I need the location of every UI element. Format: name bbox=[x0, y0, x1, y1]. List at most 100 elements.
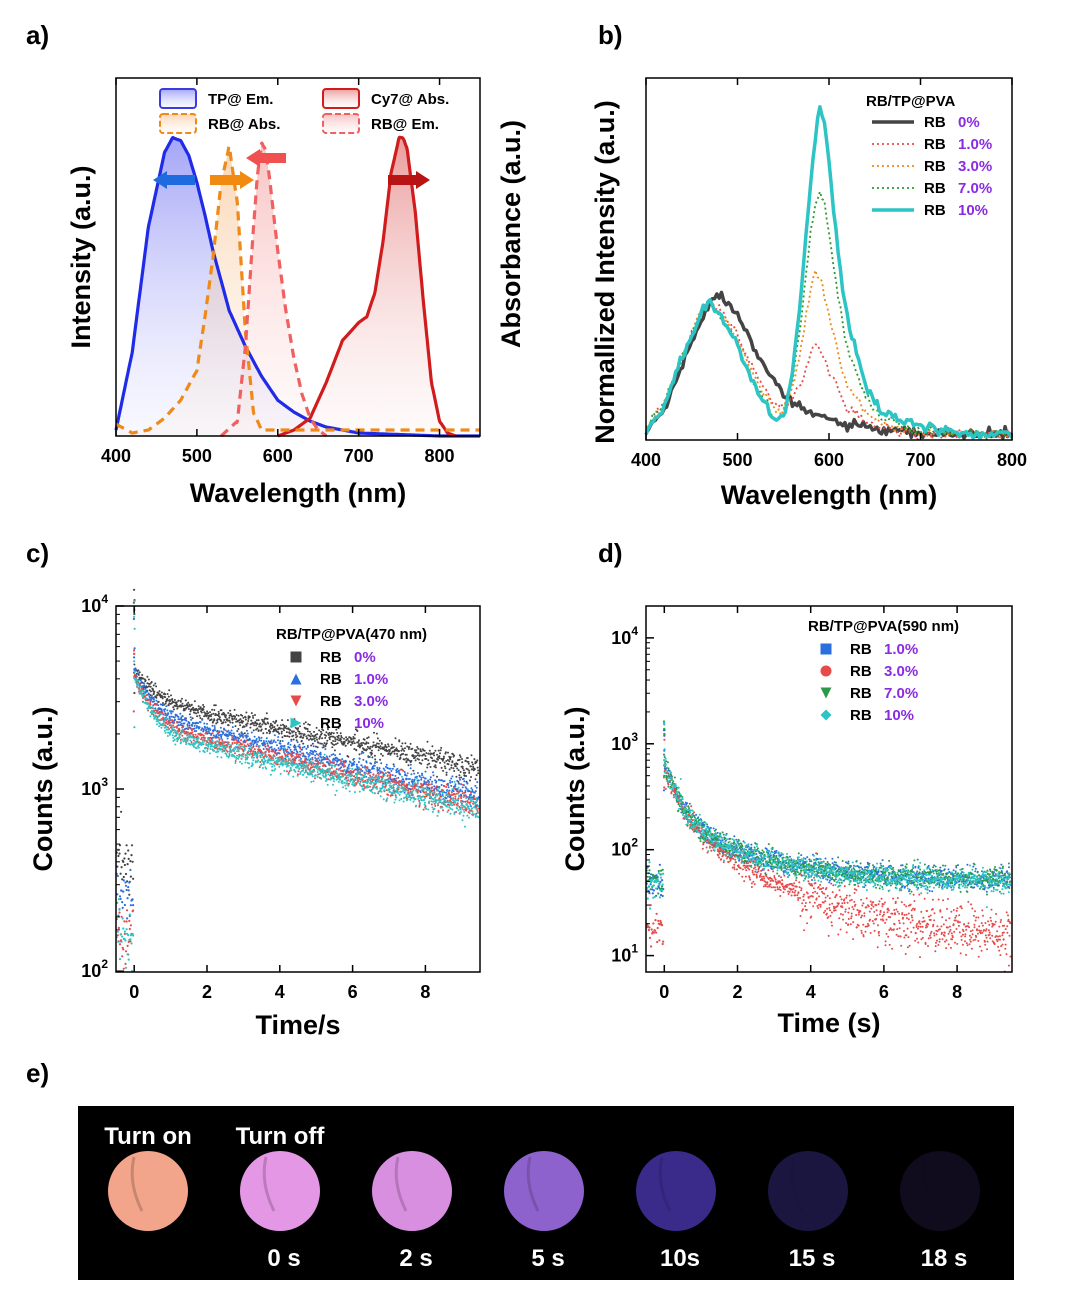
decay-point bbox=[319, 751, 322, 754]
decay-point bbox=[224, 741, 226, 744]
series-line-3 bbox=[277, 135, 457, 438]
legend-swatch-rb-em bbox=[322, 113, 360, 134]
decay-point bbox=[434, 749, 437, 752]
decay-point bbox=[477, 816, 480, 819]
decay-point bbox=[416, 746, 419, 748]
decay-point bbox=[322, 771, 324, 774]
decay-point bbox=[425, 791, 428, 793]
decay-point bbox=[377, 742, 380, 745]
decay-point bbox=[974, 867, 977, 870]
decay-point bbox=[381, 754, 384, 757]
decay-point bbox=[468, 808, 471, 810]
decay-point bbox=[229, 709, 232, 712]
decay-point bbox=[123, 930, 126, 933]
decay-point bbox=[415, 775, 418, 778]
decay-point bbox=[433, 751, 436, 754]
decay-point bbox=[462, 783, 464, 786]
decay-point bbox=[173, 726, 176, 729]
decay-point bbox=[234, 747, 237, 750]
decay-point bbox=[155, 723, 158, 726]
decay-point bbox=[445, 771, 448, 774]
decay-point bbox=[150, 709, 153, 712]
decay-point bbox=[415, 755, 417, 758]
decay-point bbox=[153, 690, 156, 693]
decay-point bbox=[928, 890, 931, 892]
decay-point bbox=[322, 729, 325, 732]
decay-point bbox=[404, 789, 407, 792]
decay-point bbox=[118, 958, 122, 961]
decay-point bbox=[267, 745, 270, 748]
decay-point bbox=[195, 726, 198, 729]
decay-point bbox=[415, 777, 418, 780]
decay-point bbox=[206, 714, 208, 717]
decay-point bbox=[172, 737, 175, 739]
decay-point bbox=[314, 774, 317, 777]
legend-label-b: RB bbox=[924, 114, 946, 131]
decay-point bbox=[306, 746, 309, 749]
decay-point bbox=[207, 738, 210, 741]
decay-point bbox=[381, 780, 384, 783]
decay-point bbox=[252, 729, 255, 732]
decay-point bbox=[242, 720, 245, 723]
decay-point bbox=[207, 712, 210, 715]
decay-point bbox=[318, 765, 321, 768]
decay-point bbox=[165, 705, 168, 708]
decay-point bbox=[219, 745, 222, 748]
decay-point bbox=[313, 740, 316, 742]
decay-point bbox=[313, 765, 316, 768]
decay-point bbox=[303, 771, 306, 774]
decay-point bbox=[342, 763, 345, 766]
decay-point bbox=[149, 685, 152, 688]
decay-point bbox=[471, 768, 474, 771]
decay-point bbox=[398, 786, 400, 789]
decay-point bbox=[299, 732, 302, 735]
decay-point bbox=[173, 738, 176, 741]
decay-point bbox=[336, 731, 339, 734]
decay-point bbox=[231, 736, 234, 739]
decay-point bbox=[157, 704, 160, 707]
decay-point bbox=[688, 802, 691, 805]
decay-point bbox=[477, 805, 480, 808]
decay-point bbox=[321, 769, 324, 772]
decay-point bbox=[424, 777, 427, 780]
decay-point bbox=[418, 805, 421, 808]
decay-point bbox=[172, 706, 175, 709]
decay-point bbox=[127, 849, 130, 852]
decay-point bbox=[438, 793, 440, 796]
decay-point bbox=[235, 757, 238, 760]
decay-point bbox=[195, 747, 198, 750]
decay-point bbox=[344, 765, 347, 768]
decay-point bbox=[733, 835, 736, 838]
decay-point bbox=[264, 727, 267, 730]
decay-point bbox=[294, 746, 297, 748]
decay-point bbox=[466, 768, 469, 771]
decay-point bbox=[474, 803, 477, 806]
decay-point bbox=[396, 784, 399, 787]
decay-point bbox=[301, 752, 303, 755]
decay-point bbox=[356, 730, 359, 732]
decay-point bbox=[375, 732, 378, 735]
decay-point bbox=[151, 706, 154, 709]
decay-point bbox=[335, 789, 338, 792]
decay-point bbox=[652, 889, 656, 892]
legend-label-tp-em: TP@ Em. bbox=[208, 91, 273, 108]
b-x-tick-label: 700 bbox=[905, 450, 935, 470]
decay-point bbox=[148, 705, 151, 708]
decay-point bbox=[209, 711, 211, 714]
decay-point bbox=[351, 783, 354, 786]
decay-point bbox=[466, 781, 468, 784]
decay-point bbox=[117, 848, 120, 851]
decay-point bbox=[343, 761, 346, 764]
decay-point bbox=[248, 762, 251, 765]
decay-point bbox=[411, 787, 414, 790]
series-line-2 bbox=[220, 141, 328, 438]
decay-point bbox=[138, 688, 141, 691]
decay-point bbox=[412, 789, 415, 792]
decay-point bbox=[443, 765, 446, 768]
decay-point bbox=[359, 784, 362, 787]
decay-point bbox=[411, 747, 414, 750]
decay-point bbox=[200, 729, 203, 731]
decay-point bbox=[282, 763, 285, 766]
decay-point bbox=[445, 773, 448, 776]
